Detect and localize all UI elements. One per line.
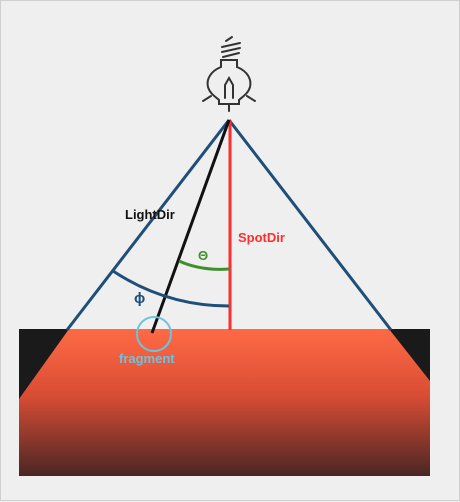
light-bulb-icon — [202, 36, 256, 112]
fragment-circle — [136, 316, 172, 352]
lit-surface — [19, 329, 430, 476]
light-dir-label: LightDir — [125, 207, 175, 222]
theta-arc — [178, 259, 230, 271]
theta-label: Θ — [198, 248, 208, 263]
cone-left-edge — [65, 119, 231, 331]
phi-label: ϕ — [134, 290, 145, 307]
fragment-label: fragment — [119, 351, 175, 366]
cone-right-edge — [227, 119, 393, 331]
spot-dir-label: SpotDir — [238, 230, 285, 245]
phi-arc — [112, 269, 230, 308]
